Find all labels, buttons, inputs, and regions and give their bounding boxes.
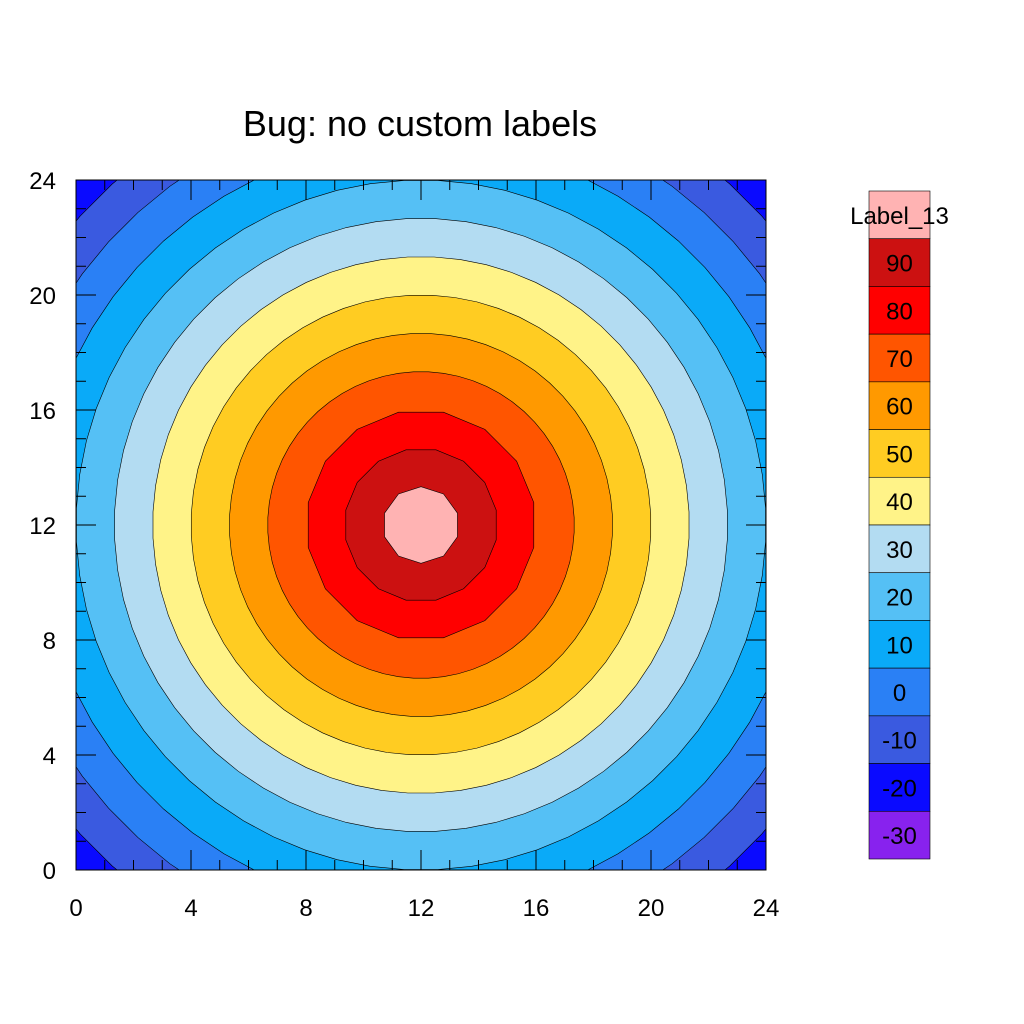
legend-color-box [868,715,931,764]
legend-label: 50 [886,441,913,468]
legend-label: -10 [882,728,917,755]
y-axis-tick-labels: 0 4 8 12 16 20 24 [29,168,56,885]
legend-color-box [868,667,931,717]
legend-color-box [868,429,931,478]
x-tick-label: 4 [184,895,197,922]
x-axis-ticks [75,180,767,870]
legend-top-label: Label_13 [850,203,949,230]
legend-color-box [868,572,931,621]
legend-label: 30 [886,537,913,564]
legend-label: 70 [886,346,913,373]
x-tick-label: 8 [299,895,312,922]
legend-label: 40 [886,489,913,516]
legend-label: 80 [886,298,913,325]
y-tick-label: 24 [29,168,56,195]
legend-label: 20 [886,585,913,612]
y-tick-label: 4 [43,743,56,770]
x-tick-label: 24 [753,895,780,922]
color-legend: Label_13 90 80 70 60 50 40 30 20 10 0 -10 -20 -30 [850,190,949,860]
legend-color-box [868,286,931,335]
legend-color-box [868,190,931,240]
legend-color-box [868,620,931,669]
contour-band-level-90 [384,486,458,564]
legend-label: 10 [886,632,913,659]
legend-color-box [868,524,931,574]
x-tick-label: 16 [523,895,550,922]
chart-title: Bug: no custom labels [243,103,597,144]
contour-bands [76,180,766,870]
plot-area [75,179,767,871]
legend-color-box [868,810,931,860]
y-tick-label: 8 [43,628,56,655]
y-tick-label: 12 [29,513,56,540]
x-tick-label: 12 [408,895,435,922]
plot-frame [75,179,767,871]
x-tick-label: 0 [69,895,82,922]
x-axis-tick-labels: 0 4 8 12 16 20 24 [69,895,779,922]
legend-color-box [868,381,931,430]
legend-color-box [868,333,931,383]
legend-label: 0 [893,680,906,707]
x-tick-label: 20 [638,895,665,922]
y-tick-label: 16 [29,398,56,425]
y-tick-label: 20 [29,283,56,310]
legend-color-box [868,763,931,812]
legend-label: 90 [886,251,913,278]
legend-label: -30 [882,823,917,850]
legend-color-box [868,238,931,287]
y-tick-label: 0 [43,858,56,885]
legend-label: -20 [882,775,917,802]
legend-label: 60 [886,394,913,421]
